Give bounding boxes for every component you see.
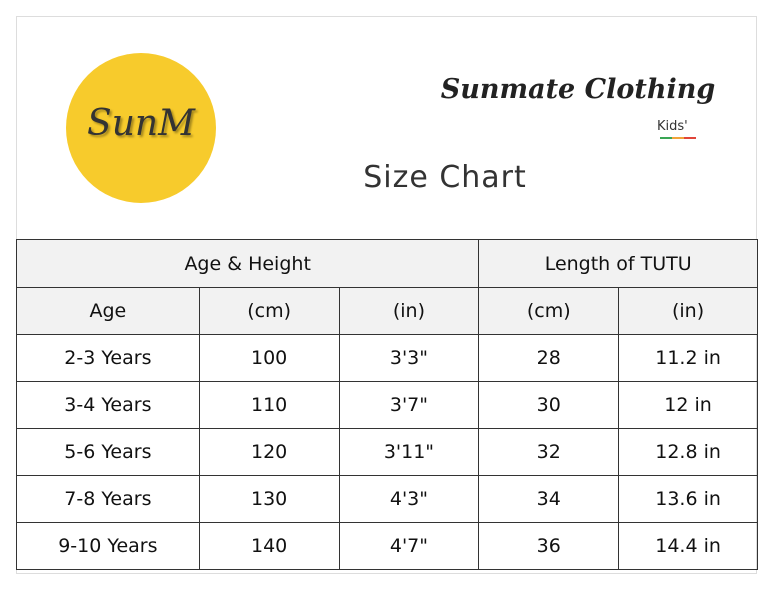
cell: 28 xyxy=(478,334,620,382)
header-row: Age (cm) (in) (cm) (in) xyxy=(16,287,758,335)
cell: 13.6 in xyxy=(618,475,758,523)
cell: 4'7" xyxy=(338,522,480,570)
cell: 130 xyxy=(198,475,340,523)
cell: 34 xyxy=(478,475,620,523)
brand: Sunmate Clothing xyxy=(440,74,716,105)
column-header: (in) xyxy=(338,287,480,335)
cell: 36 xyxy=(478,522,620,570)
cell: 100 xyxy=(198,334,340,382)
cell: 3'11" xyxy=(338,428,480,476)
cell: 11.2 in xyxy=(618,334,758,382)
data-row: 3-4 Years 110 3'7" 30 12 in xyxy=(16,381,758,429)
cell: 120 xyxy=(198,428,340,476)
title: Size Chart xyxy=(363,160,527,195)
cell: 14.4 in xyxy=(618,522,758,570)
data-row: 2-3 Years 100 3'3" 28 11.2 in xyxy=(16,334,758,382)
column-header: (in) xyxy=(618,287,758,335)
data-row: 7-8 Years 130 4'3" 34 13.6 in xyxy=(16,475,758,523)
logo xyxy=(66,53,216,203)
data-row: 5-6 Years 120 3'11" 32 12.8 in xyxy=(16,428,758,476)
cell: 7-8 Years xyxy=(16,475,200,523)
column-header: (cm) xyxy=(198,287,340,335)
cell: 9-10 Years xyxy=(16,522,200,570)
cell: 4'3" xyxy=(338,475,480,523)
logo-text: SunM xyxy=(87,103,195,144)
sub-brand: Kids' xyxy=(657,119,688,134)
column-header: Age xyxy=(16,287,200,335)
cell: 5-6 Years xyxy=(16,428,200,476)
size-table: Age & Height Length of TUTU Age (cm) (in) (cm… xyxy=(15,239,758,570)
cell: 110 xyxy=(198,381,340,429)
cell: 32 xyxy=(478,428,620,476)
column-header: (cm) xyxy=(478,287,620,335)
cell: 3'3" xyxy=(338,334,480,382)
group-header: Age & Height xyxy=(15,239,480,288)
data-row: 9-10 Years 140 4'7" 36 14.4 in xyxy=(16,522,758,570)
cell: 12 in xyxy=(618,381,758,429)
group-header: Length of TUTU xyxy=(478,239,758,288)
group-row: Age & Height Length of TUTU xyxy=(15,239,758,288)
cell: 3'7" xyxy=(338,381,480,429)
sub-brand-bar xyxy=(660,137,696,139)
cell: 30 xyxy=(478,381,620,429)
cell: 3-4 Years xyxy=(16,381,200,429)
cell: 2-3 Years xyxy=(16,334,200,382)
cell: 12.8 in xyxy=(618,428,758,476)
cell: 140 xyxy=(198,522,340,570)
